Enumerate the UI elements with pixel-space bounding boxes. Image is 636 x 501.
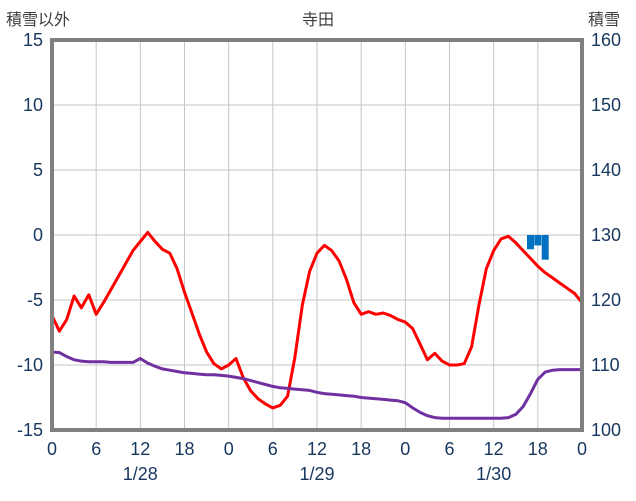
plot-border	[50, 38, 584, 432]
left-axis-tick-label: -5	[27, 290, 43, 310]
red-line-series	[50, 230, 584, 410]
date-label: 1/29	[299, 464, 334, 484]
right-axis-tick-label: 130	[591, 225, 621, 245]
blue-bar	[541, 235, 549, 260]
date-label: 1/30	[476, 464, 511, 484]
x-axis-tick-label: 0	[577, 439, 587, 459]
left-axis-tick-label: 0	[33, 225, 43, 245]
date-label: 1/28	[123, 464, 158, 484]
x-axis-tick-label: 6	[91, 439, 101, 459]
x-axis-tick-label: 18	[351, 439, 371, 459]
blue-bar	[527, 235, 534, 250]
x-axis-tick-label: 18	[174, 439, 194, 459]
purple-line-series	[50, 350, 584, 420]
right-axis-tick-label: 160	[591, 30, 621, 50]
right-axis-tick-label: 140	[591, 160, 621, 180]
x-axis-tick-label: 0	[224, 439, 234, 459]
x-axis-tick-label: 6	[444, 439, 454, 459]
right-axis-tick-label: 100	[591, 420, 621, 440]
x-axis-tick-label: 18	[528, 439, 548, 459]
x-axis-tick-label: 0	[47, 439, 57, 459]
x-axis-tick-label: 0	[400, 439, 410, 459]
right-axis-title: 積雪	[588, 12, 621, 29]
right-axis-tick-label: 120	[591, 290, 621, 310]
right-axis-tick-label: 110	[591, 355, 620, 375]
left-axis-title: 積雪以外	[6, 12, 71, 29]
right-axis-tick-label: 150	[591, 95, 621, 115]
left-axis-tick-label: 10	[23, 95, 43, 115]
left-axis-tick-label: 15	[23, 30, 43, 50]
x-axis-tick-label: 12	[307, 439, 327, 459]
left-axis-tick-label: -15	[17, 420, 43, 440]
x-axis-tick-label: 6	[268, 439, 278, 459]
left-axis-tick-label: -10	[17, 355, 43, 375]
chart-title: 寺田	[301, 12, 334, 29]
left-axis-tick-label: 5	[33, 160, 43, 180]
blue-bar	[534, 235, 542, 246]
x-axis-tick-label: 12	[484, 439, 504, 459]
x-axis-tick-label: 12	[130, 439, 150, 459]
